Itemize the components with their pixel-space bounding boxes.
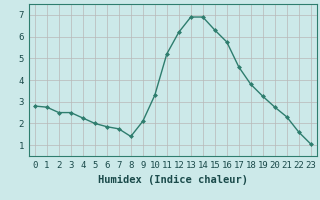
X-axis label: Humidex (Indice chaleur): Humidex (Indice chaleur) <box>98 175 248 185</box>
